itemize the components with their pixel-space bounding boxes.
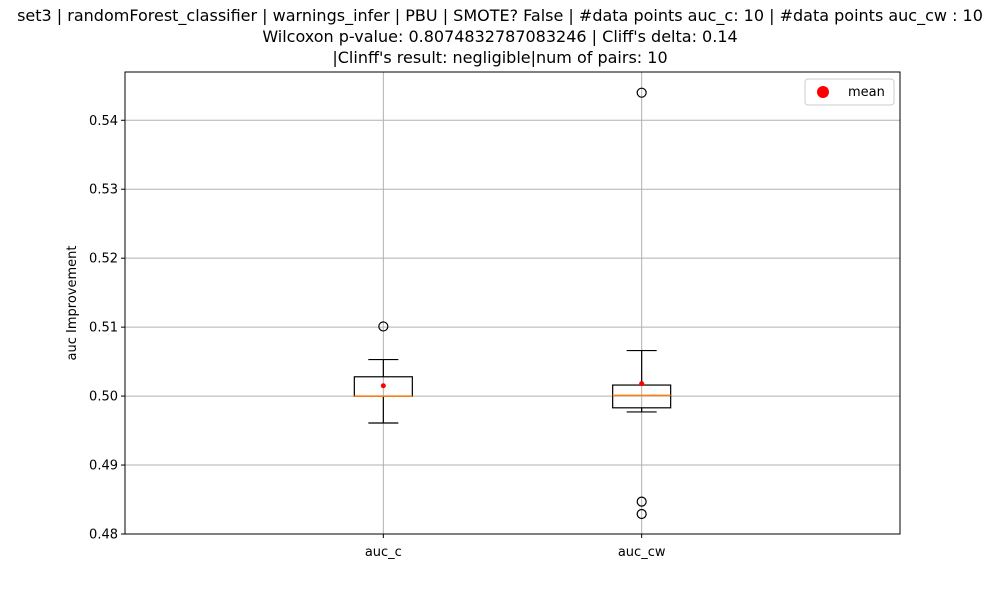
outlier-point bbox=[636, 508, 647, 520]
y-axis-ticks: 0.48 0.49 0.50 0.51 0.52 0.53 0.54 bbox=[89, 114, 125, 543]
plot-frame bbox=[124, 71, 901, 535]
outlier-point bbox=[636, 87, 647, 98]
chart-title-line-2: Wilcoxon p-value: 0.8074832787083246 | C… bbox=[262, 27, 738, 46]
x-axis-ticks: auc_c auc_cw bbox=[365, 534, 666, 560]
y-axis-label: auc Improvement bbox=[65, 246, 80, 361]
chart-title-line-1: set3 | randomForest_classifier | warning… bbox=[17, 6, 983, 25]
y-tick-label: 0.54 bbox=[89, 114, 118, 129]
box-auc_cw bbox=[612, 87, 672, 520]
outlier-point bbox=[636, 496, 647, 507]
x-tick-label: auc_c bbox=[365, 545, 402, 560]
legend-frame bbox=[804, 78, 895, 106]
y-tick-label: 0.50 bbox=[89, 390, 118, 405]
mean-marker bbox=[380, 383, 386, 389]
y-tick-label: 0.52 bbox=[89, 252, 118, 267]
outlier-point bbox=[378, 321, 389, 332]
chart-title-line-3: |Clinff's result: negligible|num of pair… bbox=[332, 48, 668, 67]
legend: mean bbox=[804, 78, 895, 106]
grid-lines bbox=[125, 72, 900, 535]
y-tick-label: 0.48 bbox=[89, 528, 118, 543]
mean-marker bbox=[639, 381, 645, 387]
y-tick-label: 0.51 bbox=[89, 321, 118, 336]
box-auc_c bbox=[353, 321, 413, 424]
box-plots bbox=[353, 87, 672, 520]
y-tick-label: 0.53 bbox=[89, 183, 118, 198]
x-tick-label: auc_cw bbox=[618, 545, 666, 560]
legend-mean-label: mean bbox=[848, 85, 885, 100]
legend-mean-marker bbox=[817, 86, 829, 98]
y-tick-label: 0.49 bbox=[89, 459, 118, 474]
